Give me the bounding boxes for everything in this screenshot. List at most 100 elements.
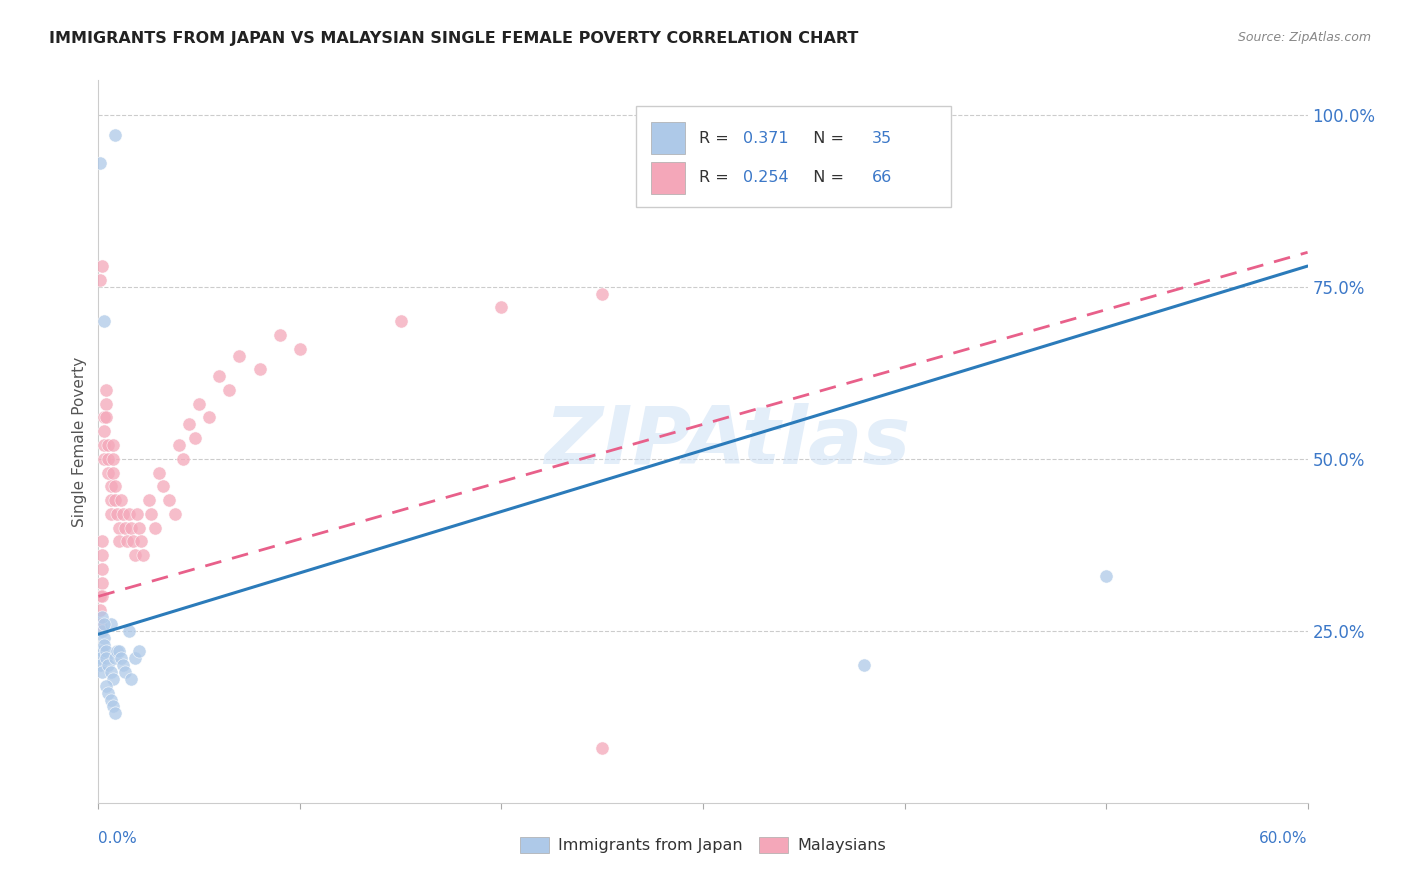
Point: [129, 534, 152, 549]
Point: [152, 479, 174, 493]
Point: [105, 644, 128, 658]
Point: [91, 259, 114, 273]
Point: [115, 534, 138, 549]
Point: [100, 493, 122, 508]
Point: [143, 520, 166, 534]
Point: [96, 383, 118, 397]
Point: [100, 692, 122, 706]
Point: [228, 349, 250, 363]
Point: [118, 624, 141, 638]
Point: [107, 520, 129, 534]
Point: [114, 665, 136, 679]
Point: [184, 431, 207, 445]
Point: [110, 493, 132, 508]
Y-axis label: Single Female Poverty: Single Female Poverty: [72, 357, 87, 526]
Text: 0.0%: 0.0%: [98, 830, 138, 846]
Point: [853, 658, 876, 673]
Point: [89, 603, 111, 617]
Point: [118, 507, 141, 521]
Point: [91, 644, 114, 658]
Point: [128, 644, 150, 658]
Text: N =: N =: [803, 170, 849, 186]
Point: [491, 301, 513, 315]
Point: [96, 679, 118, 693]
Point: [103, 493, 125, 508]
Point: [139, 507, 162, 521]
Point: [103, 479, 125, 493]
Point: [163, 507, 186, 521]
Text: IMMIGRANTS FROM JAPAN VS MALAYSIAN SINGLE FEMALE POVERTY CORRELATION CHART: IMMIGRANTS FROM JAPAN VS MALAYSIAN SINGL…: [49, 31, 859, 46]
Point: [89, 658, 111, 673]
Text: ZIPAtlas: ZIPAtlas: [544, 402, 910, 481]
Text: R =: R =: [699, 170, 734, 186]
Text: 66: 66: [872, 170, 893, 186]
Point: [89, 651, 111, 665]
Point: [93, 424, 115, 438]
Point: [93, 631, 115, 645]
Point: [101, 699, 124, 714]
Text: N =: N =: [803, 130, 849, 145]
Point: [97, 658, 120, 673]
Point: [198, 410, 221, 425]
Text: Source: ZipAtlas.com: Source: ZipAtlas.com: [1237, 31, 1371, 45]
Point: [107, 644, 129, 658]
Point: [100, 665, 122, 679]
Point: [91, 590, 114, 604]
Point: [89, 156, 111, 170]
Point: [103, 128, 125, 143]
Text: 0.254: 0.254: [742, 170, 789, 186]
Point: [93, 410, 115, 425]
Point: [110, 651, 132, 665]
Point: [97, 686, 120, 700]
Point: [91, 548, 114, 562]
Point: [91, 665, 114, 679]
Point: [148, 466, 170, 480]
Point: [105, 507, 128, 521]
Point: [111, 658, 134, 673]
Legend: Immigrants from Japan, Malaysians: Immigrants from Japan, Malaysians: [513, 830, 893, 860]
Bar: [651, 161, 685, 194]
Point: [157, 493, 180, 508]
Point: [288, 342, 311, 356]
Point: [97, 438, 120, 452]
FancyBboxPatch shape: [637, 105, 950, 207]
Point: [93, 314, 115, 328]
Point: [91, 575, 114, 590]
Point: [93, 616, 115, 631]
Text: R =: R =: [699, 130, 734, 145]
Point: [93, 638, 115, 652]
Point: [114, 520, 136, 534]
Point: [101, 672, 124, 686]
Point: [100, 616, 122, 631]
Point: [172, 451, 194, 466]
Point: [138, 493, 160, 508]
Text: 0.371: 0.371: [742, 130, 789, 145]
Point: [132, 548, 155, 562]
Point: [91, 562, 114, 576]
Point: [389, 314, 412, 328]
Point: [91, 610, 114, 624]
Point: [91, 624, 114, 638]
Point: [101, 451, 124, 466]
Point: [591, 286, 613, 301]
Point: [103, 706, 125, 721]
Text: 60.0%: 60.0%: [1260, 830, 1308, 846]
Point: [93, 438, 115, 452]
Point: [208, 369, 231, 384]
Point: [167, 438, 190, 452]
Point: [1095, 568, 1118, 582]
Point: [97, 466, 120, 480]
Point: [101, 438, 124, 452]
Point: [103, 651, 125, 665]
Point: [89, 616, 111, 631]
Point: [96, 644, 118, 658]
Point: [93, 451, 115, 466]
Point: [591, 740, 613, 755]
Point: [120, 520, 142, 534]
Point: [96, 397, 118, 411]
Point: [89, 273, 111, 287]
Point: [125, 507, 148, 521]
Point: [100, 507, 122, 521]
Point: [249, 362, 271, 376]
Point: [107, 534, 129, 549]
